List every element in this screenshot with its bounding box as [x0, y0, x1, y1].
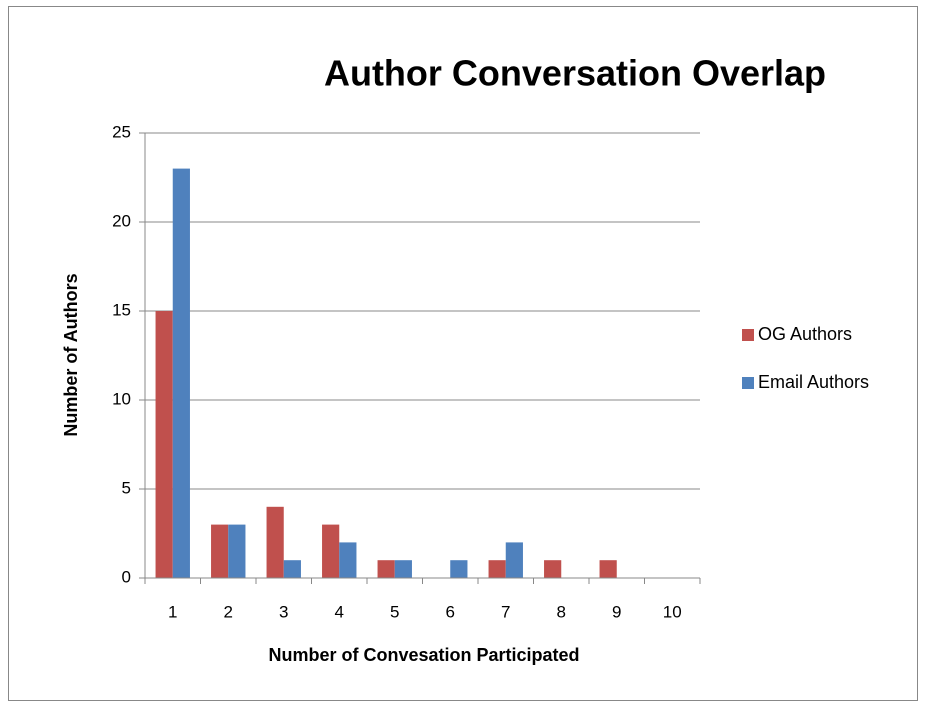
y-tick-label: 5: [122, 478, 131, 497]
y-tick-label: 25: [112, 122, 131, 141]
x-tick-label: 4: [335, 602, 344, 621]
legend-swatch: [742, 377, 754, 389]
x-tick-label: 1: [168, 602, 177, 621]
x-tick-label: 3: [279, 602, 288, 621]
y-tick-label: 20: [112, 211, 131, 230]
legend-swatch: [742, 329, 754, 341]
x-tick-label: 2: [224, 602, 233, 621]
bar: [266, 506, 284, 578]
bar: [228, 524, 246, 578]
legend-label: OG Authors: [758, 324, 852, 344]
bar: [394, 560, 412, 578]
y-axis-label: Number of Authors: [61, 273, 81, 436]
x-tick-label: 5: [390, 602, 399, 621]
bar: [599, 560, 617, 578]
bar: [211, 524, 229, 578]
x-tick-label: 8: [557, 602, 566, 621]
y-tick-label: 15: [112, 300, 131, 319]
bar: [283, 560, 301, 578]
bar: [450, 560, 468, 578]
bar: [172, 168, 190, 578]
legend-label: Email Authors: [758, 372, 869, 392]
x-axis-label: Number of Convesation Participated: [268, 645, 579, 665]
bar: [339, 542, 357, 578]
bar: [544, 560, 562, 578]
x-tick-label: 6: [446, 602, 455, 621]
x-tick-label: 10: [663, 602, 682, 621]
bar: [505, 542, 523, 578]
chart-title: Author Conversation Overlap: [324, 53, 826, 94]
bar: [377, 560, 395, 578]
bar: [155, 311, 173, 578]
y-tick-label: 0: [122, 567, 131, 586]
bar: [322, 524, 340, 578]
x-tick-label: 7: [501, 602, 510, 621]
y-tick-label: 10: [112, 389, 131, 408]
x-tick-label: 9: [612, 602, 621, 621]
bar: [488, 560, 506, 578]
